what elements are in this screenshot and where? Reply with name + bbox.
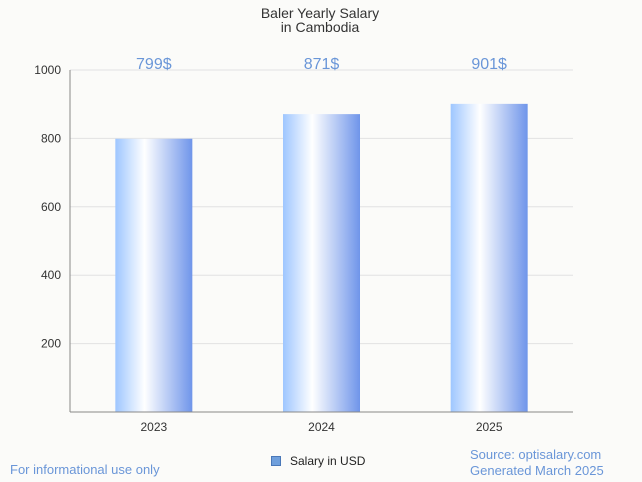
data-label-2023: 799$ (136, 56, 172, 73)
chart-subtitle: in Cambodia (281, 19, 360, 35)
y-tick-label: 400 (41, 268, 61, 282)
x-axis-ticks: 2023 2024 2025 (140, 420, 502, 434)
legend: Salary in USD (271, 454, 365, 468)
source-block: Source: optisalary.com Generated March 2… (470, 447, 604, 479)
y-tick-label: 200 (41, 337, 61, 351)
y-tick-label: 800 (41, 131, 61, 145)
y-axis-ticks: 200 400 600 800 1000 (34, 63, 61, 351)
y-tick-label: 600 (41, 200, 61, 214)
data-label-2024: 871$ (304, 56, 340, 73)
data-label-2025: 901$ (471, 56, 507, 73)
bars: 799$ 871$ 901$ (115, 56, 528, 413)
generated-text: Generated March 2025 (470, 463, 604, 478)
bar-2024 (283, 114, 360, 413)
disclaimer-text: For informational use only (10, 462, 160, 477)
x-tick-label: 2025 (476, 420, 503, 434)
legend-label: Salary in USD (290, 454, 366, 468)
source-text: Source: optisalary.com (470, 447, 602, 462)
bar-2025 (450, 103, 528, 412)
bar-2023 (115, 138, 193, 412)
y-tick-label: 1000 (34, 63, 61, 77)
x-tick-label: 2023 (140, 420, 167, 434)
x-tick-label: 2024 (308, 420, 335, 434)
legend-swatch (271, 456, 281, 466)
chart-title: Baler Yearly Salary (261, 5, 379, 21)
